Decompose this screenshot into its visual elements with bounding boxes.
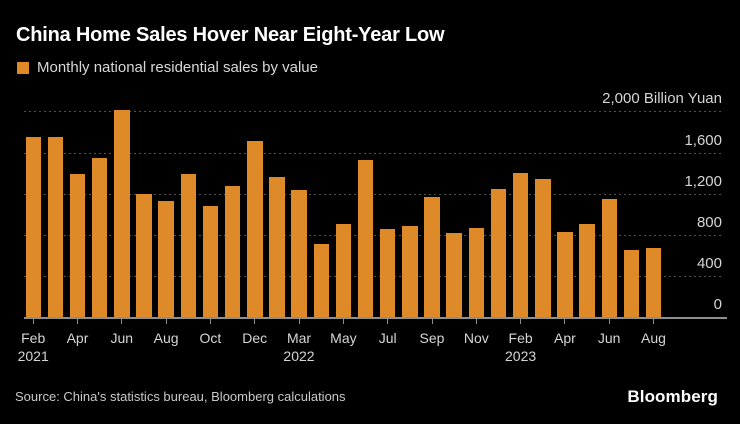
x-axis-month-label: Apr bbox=[66, 330, 89, 346]
x-axis-tick bbox=[298, 318, 300, 324]
source-note: Source: China's statistics bureau, Bloom… bbox=[15, 389, 346, 404]
y-gridline bbox=[24, 111, 722, 113]
bar bbox=[424, 196, 440, 317]
x-axis-year-label: 2021 bbox=[17, 348, 49, 364]
x-axis-month-label: May bbox=[330, 330, 357, 346]
bar bbox=[180, 174, 196, 317]
y-axis-label: 400 bbox=[696, 254, 722, 272]
x-axis-tick bbox=[77, 318, 78, 324]
bar bbox=[158, 200, 174, 317]
x-axis-tick bbox=[475, 318, 477, 324]
x-axis-month-label: Feb bbox=[508, 330, 533, 346]
bar bbox=[379, 228, 396, 317]
x-axis-tick bbox=[653, 318, 654, 324]
x-axis-month-label: Nov bbox=[463, 330, 489, 346]
x-axis-month-label: Feb bbox=[21, 330, 46, 346]
bar bbox=[402, 225, 418, 317]
x-axis-tick bbox=[32, 318, 34, 324]
y-axis-label: 800 bbox=[696, 213, 722, 231]
bar bbox=[269, 177, 285, 317]
bar bbox=[357, 159, 374, 317]
bar bbox=[579, 224, 595, 317]
x-axis-year-label: 2023 bbox=[505, 348, 537, 364]
y-gridline bbox=[24, 152, 722, 154]
y-axis-label: 2,000 Billion Yuan bbox=[602, 90, 722, 108]
bar bbox=[535, 179, 551, 317]
bar bbox=[224, 186, 241, 317]
bar bbox=[623, 250, 640, 317]
y-axis-label: 1,200 bbox=[684, 172, 722, 190]
x-axis-year-label: 2022 bbox=[283, 348, 315, 364]
x-axis-tick bbox=[608, 318, 610, 324]
bar bbox=[136, 193, 152, 317]
x-axis-month-label: Jun bbox=[597, 330, 621, 346]
x-axis-tick bbox=[254, 318, 256, 324]
x-axis-month-label: Sep bbox=[419, 330, 445, 346]
bar bbox=[25, 137, 41, 317]
x-axis-month-label: Apr bbox=[553, 330, 576, 346]
x-axis-tick bbox=[165, 318, 167, 324]
bar bbox=[446, 232, 462, 317]
x-axis-month-label: Aug bbox=[153, 330, 179, 346]
legend: Monthly national residential sales by va… bbox=[17, 59, 318, 76]
bar bbox=[557, 231, 573, 317]
bar bbox=[468, 227, 484, 317]
x-axis-month-label: Oct bbox=[199, 330, 222, 346]
x-axis-month-label: Jul bbox=[378, 330, 397, 346]
legend-label: Monthly national residential sales by va… bbox=[37, 59, 318, 76]
bar bbox=[247, 141, 263, 317]
bar bbox=[114, 110, 130, 317]
bar bbox=[202, 205, 219, 317]
bar bbox=[313, 243, 329, 317]
x-axis-tick bbox=[431, 318, 433, 324]
x-axis-month-label: Dec bbox=[242, 330, 268, 346]
bar bbox=[335, 224, 352, 317]
x-axis-tick bbox=[520, 318, 522, 324]
x-axis-line bbox=[24, 316, 727, 319]
y-axis-label: 1,600 bbox=[684, 131, 722, 149]
bar bbox=[490, 188, 507, 317]
x-axis-tick bbox=[342, 318, 344, 324]
x-axis-month-label: Jun bbox=[110, 330, 134, 346]
x-axis-month-label: Aug bbox=[641, 330, 666, 346]
bar bbox=[645, 248, 662, 317]
y-axis-label: 0 bbox=[713, 295, 722, 313]
x-axis-tick bbox=[564, 318, 566, 324]
x-axis-tick bbox=[209, 318, 211, 324]
x-axis-month-label: Mar bbox=[286, 330, 312, 346]
legend-swatch-icon bbox=[17, 61, 29, 74]
page-title: China Home Sales Hover Near Eight-Year L… bbox=[16, 24, 445, 46]
bar bbox=[291, 189, 307, 317]
bloomberg-logo: Bloomberg bbox=[627, 387, 718, 406]
bar bbox=[512, 173, 529, 317]
bar bbox=[601, 198, 617, 317]
bar bbox=[47, 137, 64, 317]
x-axis-tick bbox=[387, 318, 389, 324]
bar bbox=[69, 174, 86, 317]
x-axis-tick bbox=[121, 318, 123, 324]
bar bbox=[91, 157, 108, 317]
